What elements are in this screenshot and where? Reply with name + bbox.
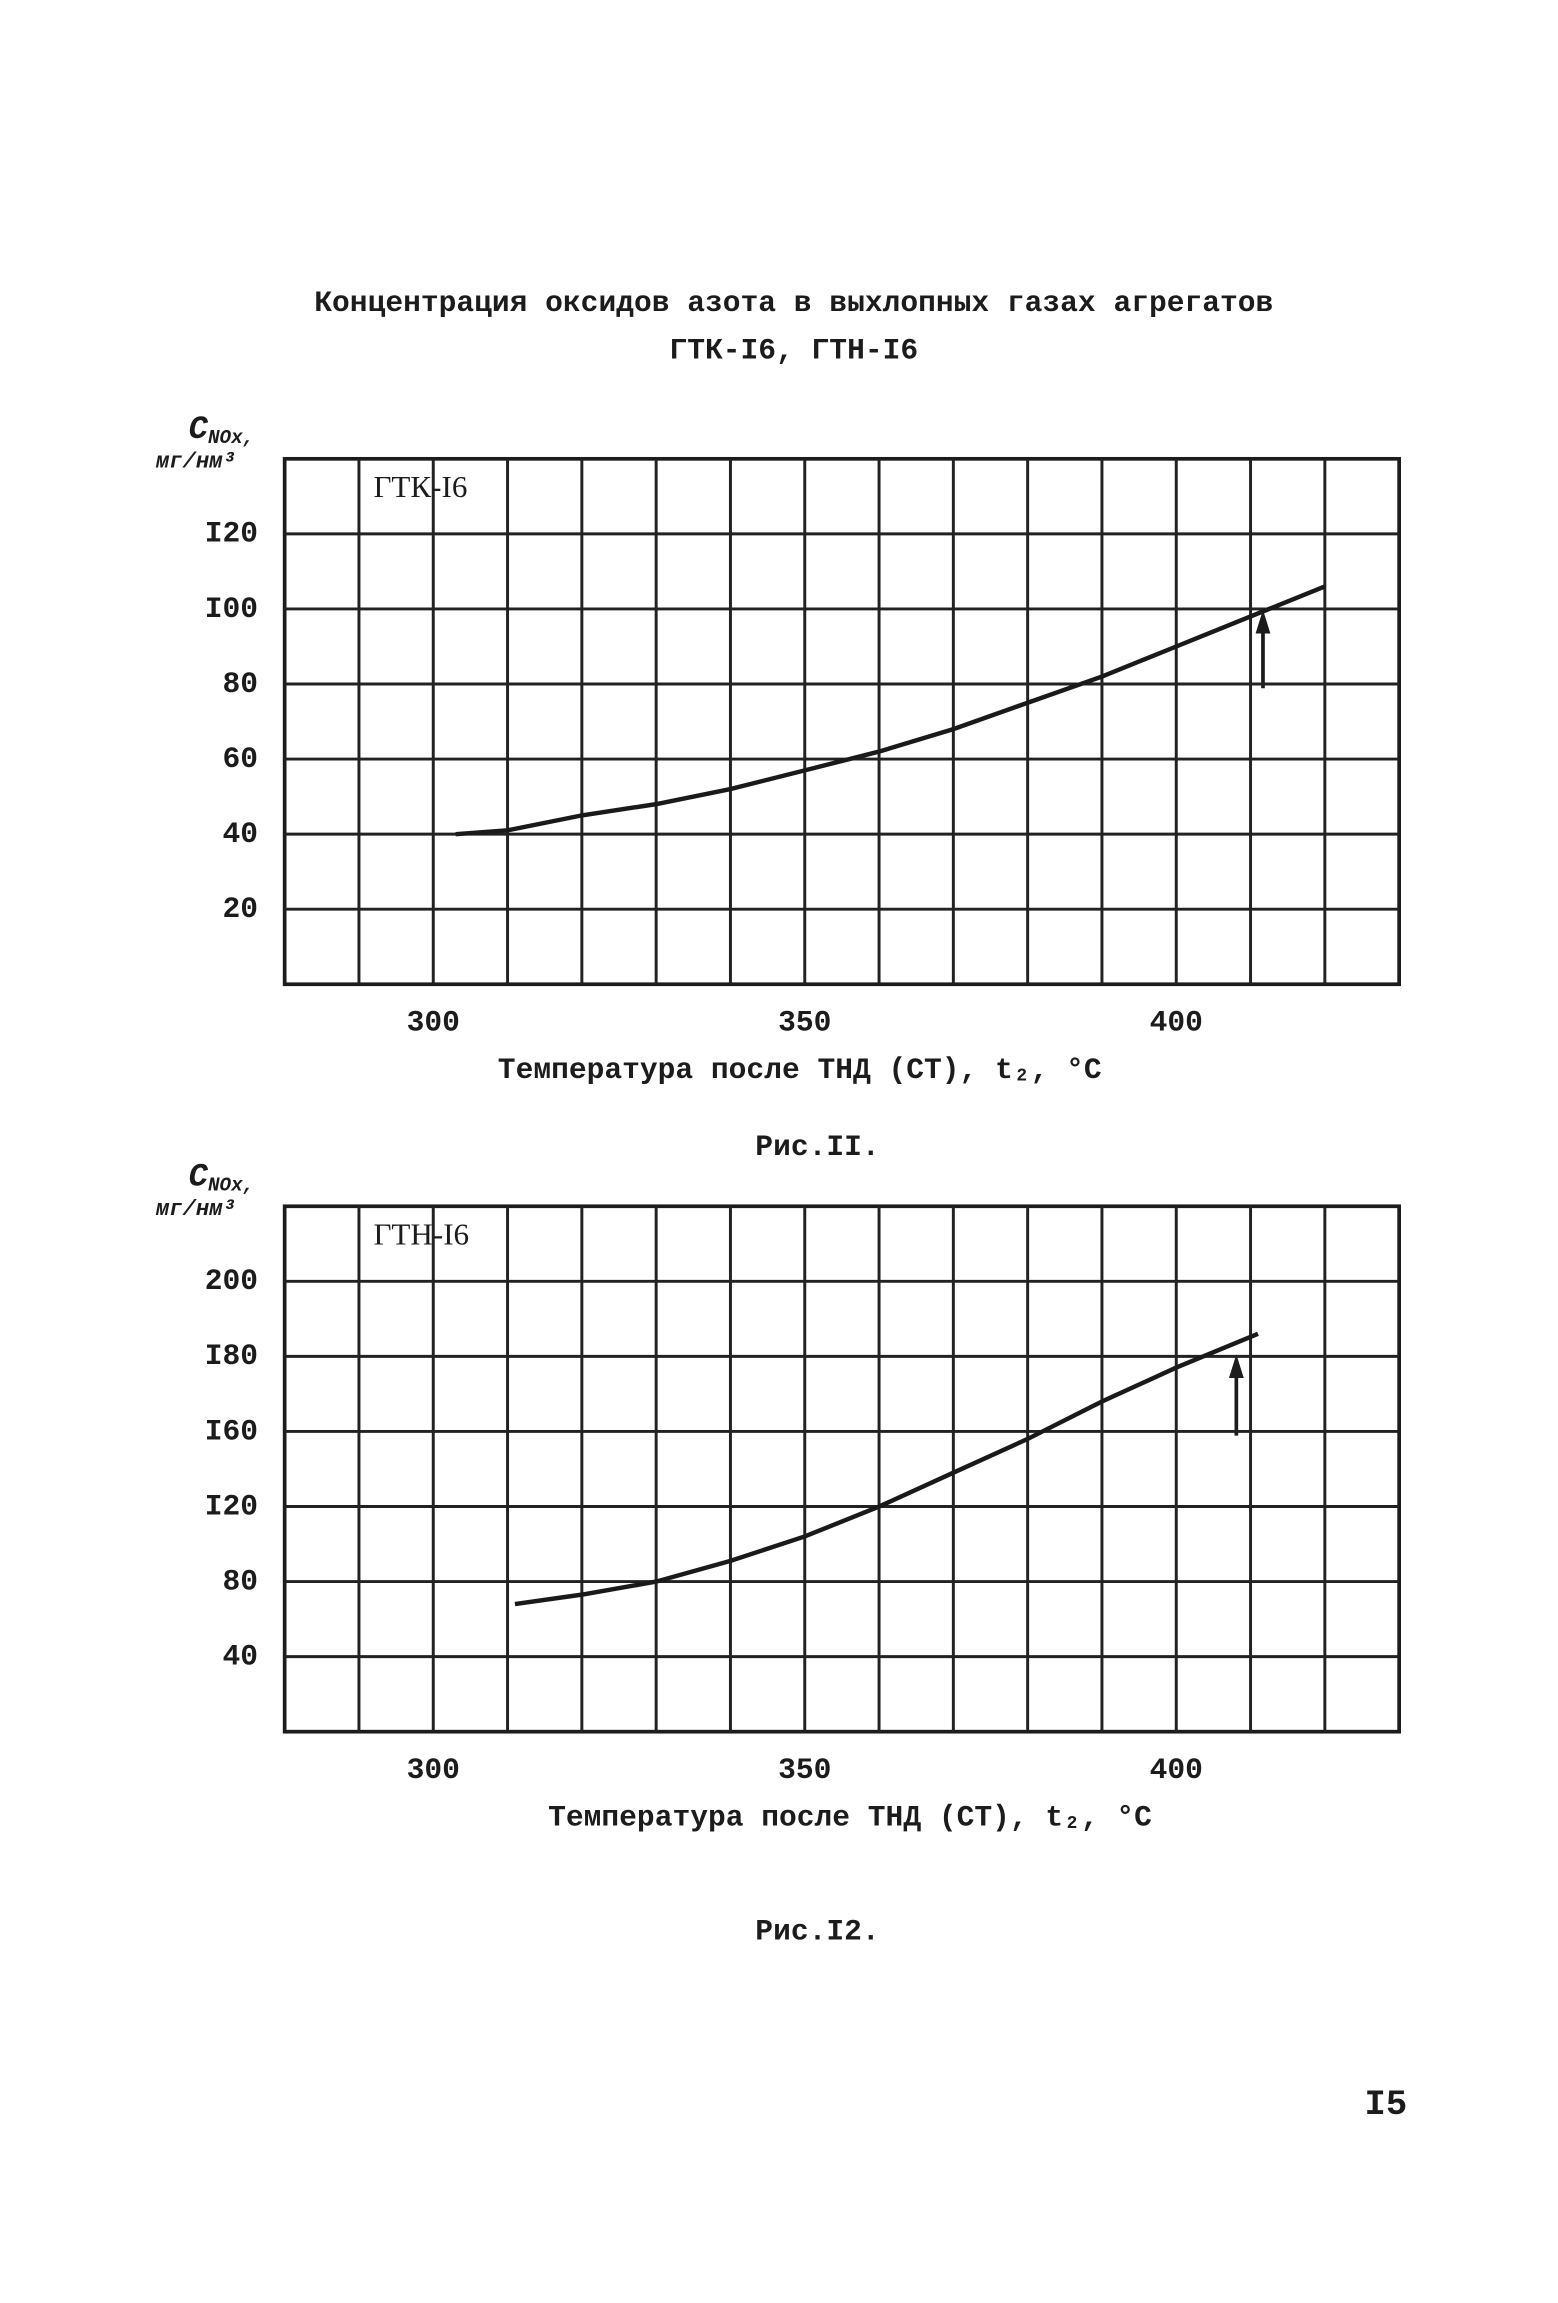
page-title: ГТК-I6, ГТН-I6 [669,334,918,368]
chart: 300 350 400 40 80 I20 I60 I80 200 ГТН-I6 CNOx,мг/н… [155,1158,1402,1948]
x-tick-label: 400 [1150,1753,1203,1787]
arrow [1228,609,1271,1436]
y-tick-label: I00 [205,592,258,626]
y-tick-label: I80 [205,1339,258,1373]
line-series [514,1331,1259,1607]
panel-label: ГТН-I6 [373,1216,469,1251]
y-tick-label: I60 [205,1414,258,1448]
y-tick-label: 40 [222,817,258,851]
x-tick-label: 350 [778,1006,831,1040]
y-label-subscript: NOx, [208,1175,254,1197]
y-tick-label: 80 [222,1564,258,1598]
y-tick-label: I20 [205,1489,258,1523]
panel-label: ГТК-I6 [373,469,467,504]
y-tick-label: I20 [205,517,258,551]
y-tick-label: 40 [222,1639,258,1673]
y-label-symbol: C [188,411,208,448]
x-axis-label: Температура после ТНД (СТ), t₂, °C [498,1053,1102,1087]
line-series [455,584,1326,837]
x-tick-label: 300 [407,1006,460,1040]
chart: 300 350 400 20 40 60 80 I00 I20 ГТК-I6 CNOx,мг/нм³… [155,411,1402,1164]
y-axis-label: CNOx, [188,411,254,449]
figure-caption: Рис.I2. [755,1914,879,1948]
y-label-symbol: C [188,1158,208,1195]
y-axis-unit: мг/нм³ [155,1197,236,1222]
x-tick-label: 300 [407,1753,460,1787]
page-title: Концентрация оксидов азота в выхлопных г… [314,286,1273,320]
plot-frame [282,1204,1402,1734]
y-tick-label: 200 [205,1264,258,1298]
x-tick-label: 350 [778,1753,831,1787]
x-tick-label: 400 [1150,1006,1203,1040]
y-tick-label: 80 [222,667,258,701]
x-axis-label: Температура после ТНД (СТ), t₂, °C [548,1800,1152,1834]
y-tick-label: 20 [222,892,258,926]
page-number: I5 [1365,2084,1408,2125]
figure-caption: Рис.II. [755,1130,879,1164]
y-axis-unit: мг/нм³ [155,450,236,475]
y-axis-label: CNOx, [188,1158,254,1196]
y-label-subscript: NOx, [208,427,254,449]
plot-frame [282,456,1402,987]
y-tick-label: 60 [222,742,258,776]
